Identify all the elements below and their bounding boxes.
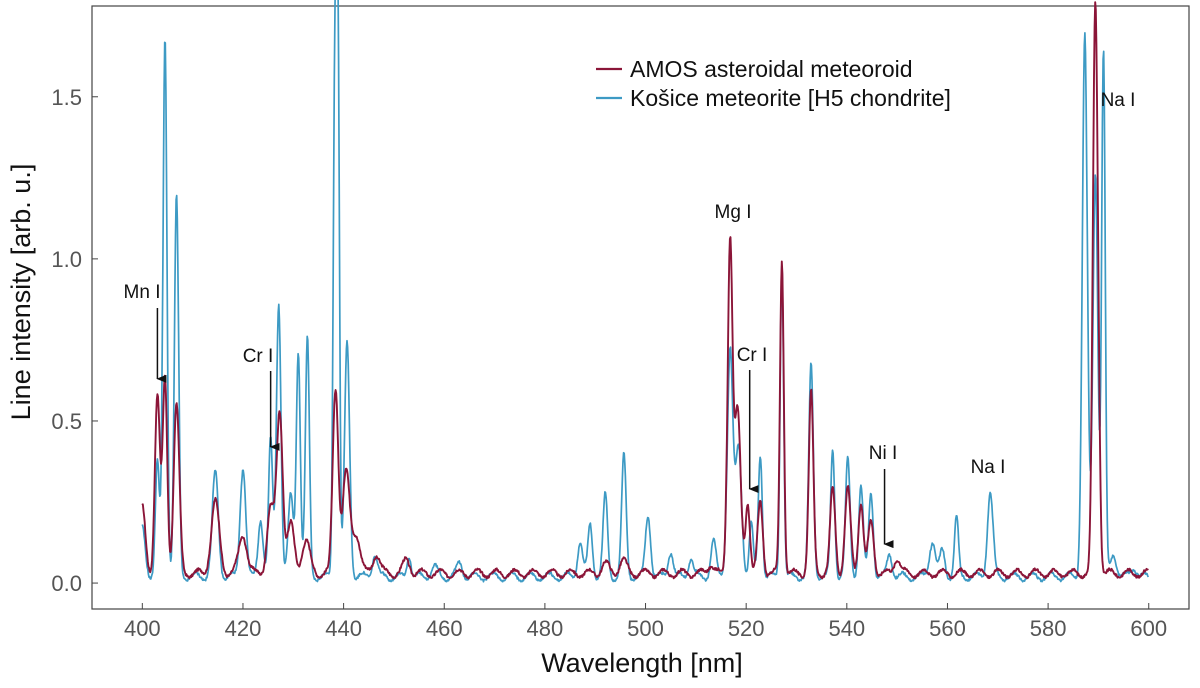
x-tick-label: 580 xyxy=(1030,616,1067,641)
annotation-label: Na I xyxy=(1101,90,1136,111)
x-tick-label: 440 xyxy=(325,616,362,641)
legend-label-amos: AMOS asteroidal meteoroid xyxy=(630,56,913,82)
legend: AMOS asteroidal meteoroid Košice meteori… xyxy=(596,56,951,111)
legend-label-kosice: Košice meteorite [H5 chondrite] xyxy=(630,85,951,111)
annotation-label: Mn I xyxy=(124,282,161,303)
x-tick-label: 460 xyxy=(426,616,463,641)
x-tick-label: 480 xyxy=(527,616,564,641)
kosice-series-line xyxy=(141,0,1150,583)
x-tick-label: 560 xyxy=(929,616,966,641)
x-tick-label: 600 xyxy=(1130,616,1167,641)
series-layer xyxy=(141,0,1150,583)
x-tick-label: 540 xyxy=(828,616,865,641)
annotation-label: Cr I xyxy=(243,346,274,367)
y-tick-label: 0.0 xyxy=(51,571,82,596)
annotation-label: Cr I xyxy=(737,345,768,366)
x-tick-label: 520 xyxy=(728,616,765,641)
x-tick-label: 400 xyxy=(124,616,161,641)
y-tick-label: 0.5 xyxy=(51,409,82,434)
annotation-label: Na I xyxy=(971,457,1006,478)
x-axis-title: Wavelength [nm] xyxy=(541,648,743,678)
y-tick-label: 1.0 xyxy=(51,247,82,272)
y-tick-label: 1.5 xyxy=(51,85,82,110)
y-axis-title: Line intensity [arb. u.] xyxy=(6,164,36,421)
x-tick-label: 420 xyxy=(225,616,262,641)
plot-frame xyxy=(91,5,1190,610)
annotation-label: Ni I xyxy=(869,443,898,464)
amos-series-line xyxy=(141,1,1149,580)
axis-ticks: 400 420 440 460 480 500 520 540 560 580 600 0.0 0.5 1… xyxy=(51,85,1167,641)
annotation-label: Mg I xyxy=(715,202,752,223)
x-tick-label: 500 xyxy=(627,616,664,641)
annotations-layer: Mn I Cr I Cr I Ni I Mg I Na I Na I xyxy=(124,90,1136,549)
